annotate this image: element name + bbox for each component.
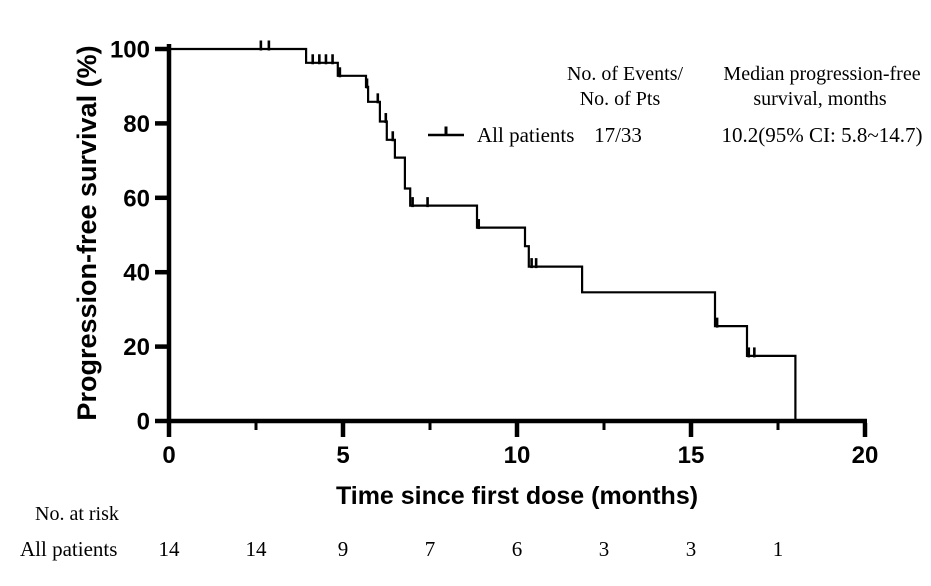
risk-value: 3 xyxy=(599,537,610,561)
y-tick-label: 0 xyxy=(137,409,150,436)
legend-events-value: 17/33 xyxy=(594,123,642,147)
x-tick-label: 5 xyxy=(336,442,349,469)
x-axis: 0 5 10 15 20 xyxy=(162,418,879,469)
y-axis: 0 20 40 60 80 100 xyxy=(110,37,172,436)
x-tick-label: 15 xyxy=(678,442,705,469)
y-tick-label: 80 xyxy=(123,111,150,138)
y-tick-label: 20 xyxy=(123,334,150,361)
legend-events-header-line2: No. of Pts xyxy=(580,88,661,110)
risk-value: 6 xyxy=(512,537,523,561)
y-axis-title: Progression-free survival (%) xyxy=(72,45,102,420)
y-tick-label: 100 xyxy=(110,37,150,64)
risk-table-title: No. at risk xyxy=(35,503,119,525)
x-tick-label: 20 xyxy=(852,442,879,469)
x-tick-label: 0 xyxy=(162,442,175,469)
censor-tick-marks xyxy=(259,40,756,358)
risk-value: 1 xyxy=(773,537,784,561)
y-tick-label: 40 xyxy=(123,260,150,287)
legend-median-value: 10.2(95% CI: 5.8~14.7) xyxy=(722,123,923,147)
legend-events-header-line1: No. of Events/ xyxy=(567,63,684,85)
legend-series-label: All patients xyxy=(477,123,574,147)
risk-value: 3 xyxy=(686,537,697,561)
risk-row-label: All patients xyxy=(20,537,117,561)
legend-median-header-line1: Median progression-free xyxy=(723,63,920,85)
x-axis-title: Time since first dose (months) xyxy=(336,482,698,510)
survival-step-curve xyxy=(169,47,797,421)
risk-value: 9 xyxy=(338,537,349,561)
risk-row-values: 14 14 9 7 6 3 3 1 xyxy=(159,537,784,561)
x-tick-label: 10 xyxy=(504,442,531,469)
risk-value: 7 xyxy=(425,537,436,561)
risk-value: 14 xyxy=(246,537,268,561)
legend-median-header-line2: survival, months xyxy=(753,88,887,110)
risk-value: 14 xyxy=(159,537,181,561)
number-at-risk-table: No. at risk All patients 14 14 9 7 6 3 3 1 xyxy=(20,503,783,561)
legend: All patients No. of Events/ No. of Pts M… xyxy=(428,63,922,147)
y-tick-label: 60 xyxy=(123,185,150,212)
